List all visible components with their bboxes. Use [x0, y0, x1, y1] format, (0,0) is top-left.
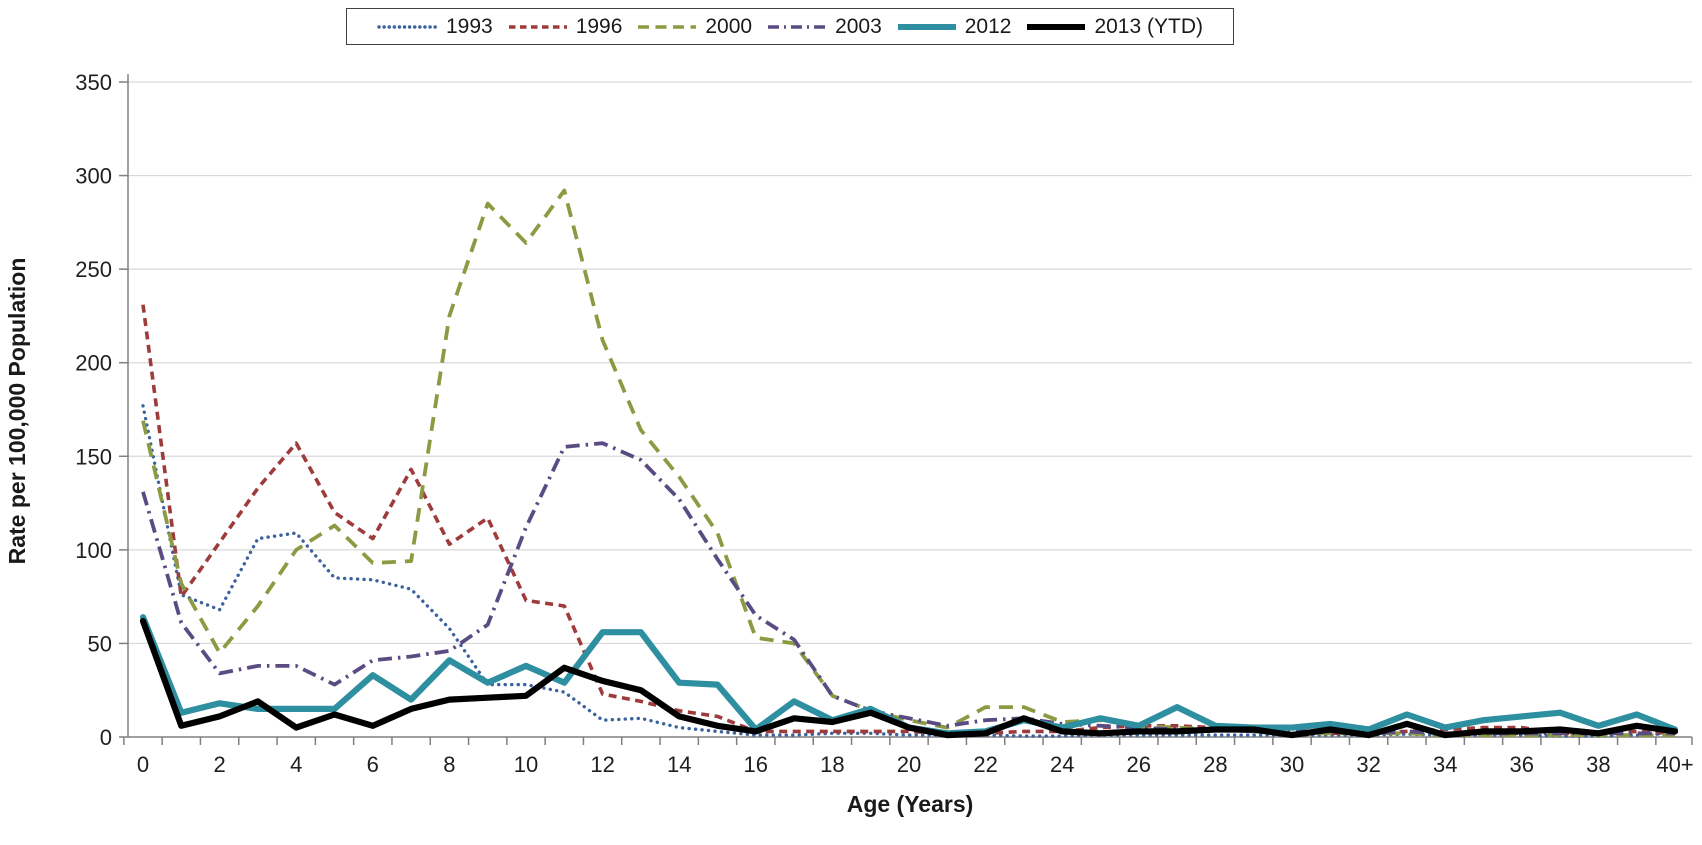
legend-item-2013-ytd-: 2013 (YTD)	[1025, 15, 1203, 39]
x-tick-label: 12	[590, 752, 614, 777]
y-tick-label: 300	[75, 164, 112, 189]
series-2013-ytd--line	[139, 617, 1679, 739]
legend-swatch-icon	[377, 24, 439, 29]
x-tick-label: 16	[744, 752, 768, 777]
y-tick-label: 100	[75, 538, 112, 563]
x-tick-label: 28	[1203, 752, 1227, 777]
x-tick-label: 34	[1433, 752, 1457, 777]
x-tick-label: 14	[667, 752, 691, 777]
y-tick-label: 200	[75, 351, 112, 376]
y-axis-title: Rate per 100,000 Population	[4, 257, 30, 565]
x-tick-label: 18	[820, 752, 844, 777]
series-2000-line	[141, 188, 1675, 737]
y-tick-label: 350	[75, 70, 112, 95]
legend-swatch-icon	[508, 24, 567, 29]
x-tick-label: 0	[137, 752, 149, 777]
legend-label: 2000	[705, 14, 753, 38]
x-tick-label: 8	[443, 752, 455, 777]
x-tick-label: 10	[514, 752, 538, 777]
x-tick-label: 38	[1586, 752, 1610, 777]
legend-item-2000: 2000	[636, 15, 752, 39]
series-1993-line	[141, 404, 1677, 738]
legend-item-2012: 2012	[896, 14, 1012, 39]
gridlines	[128, 81, 1692, 645]
legend-label: 1996	[575, 14, 623, 38]
legend-item-2003: 2003	[766, 15, 882, 39]
legend-label: 1993	[446, 14, 493, 38]
y-tick-label: 250	[75, 257, 112, 282]
x-tick-label: 24	[1050, 752, 1074, 777]
x-tick-label: 30	[1280, 752, 1304, 777]
y-tick-label: 150	[75, 444, 112, 469]
series-2003-line	[141, 441, 1675, 736]
legend-label: 2012	[964, 14, 1012, 38]
x-tick-label: 2	[213, 752, 225, 777]
x-axis-ticks: 0 2 4 6 8 10 12 14 16 18 20 22 24 26 28 30 32 34 36 38 40+	[123, 737, 1694, 777]
x-tick-label: 40+	[1656, 752, 1693, 777]
legend-swatch-icon	[638, 24, 697, 29]
x-tick-label: 20	[897, 752, 921, 777]
legend-label: 2013 (YTD)	[1094, 14, 1203, 38]
series-1996-line	[141, 304, 1676, 736]
x-tick-label: 36	[1510, 752, 1534, 777]
y-tick-label: 0	[100, 725, 112, 750]
legend-swatch-icon	[768, 24, 827, 29]
x-tick-label: 32	[1356, 752, 1380, 777]
x-tick-label: 26	[1127, 752, 1151, 777]
x-tick-label: 22	[973, 752, 997, 777]
x-axis-title: Age (Years)	[846, 791, 974, 817]
legend-swatch-icon	[1027, 23, 1086, 30]
legend-item-1993: 1993	[377, 15, 493, 39]
legend-item-1996: 1996	[507, 14, 623, 39]
legend-swatch-icon	[897, 23, 956, 30]
legend: 1993 1996 2000 2003 2012 2013 (YTD)	[346, 8, 1234, 45]
series-lines	[139, 188, 1679, 739]
legend-label: 2003	[835, 14, 882, 38]
x-tick-label: 4	[290, 752, 302, 777]
y-axis-ticks: 0 50 100 150 200 250 300 350	[75, 70, 128, 750]
series-2012-line	[139, 614, 1679, 737]
x-tick-label: 6	[367, 752, 379, 777]
axes	[127, 74, 1692, 738]
y-tick-label: 50	[88, 631, 112, 656]
